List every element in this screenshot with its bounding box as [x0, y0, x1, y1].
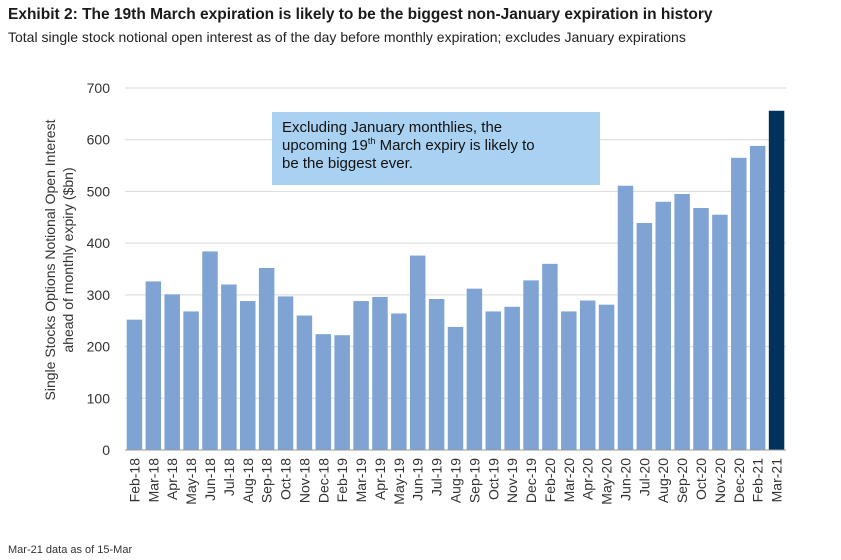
- bar-may-18: [183, 311, 199, 450]
- bar-apr-20: [579, 300, 596, 450]
- x-tick-label: Jul-18: [221, 458, 237, 496]
- bar-feb-18: [126, 319, 143, 450]
- x-tick-label: Sep-20: [674, 458, 690, 503]
- x-tick-label: Nov-19: [504, 458, 520, 503]
- bar-sep-18: [258, 267, 275, 450]
- x-tick-label: Mar-18: [145, 458, 161, 503]
- x-tick-label: Nov-20: [712, 458, 728, 503]
- bar-nov-20: [712, 214, 728, 450]
- y-tick-label: 500: [87, 183, 111, 199]
- bar-apr-19: [372, 296, 388, 450]
- x-tick-label: Oct-20: [693, 458, 709, 500]
- annotation-line-2: upcoming 19th March expiry is likely to: [282, 137, 590, 155]
- x-tick-label: Aug-18: [240, 458, 256, 503]
- bar-jun-18: [202, 251, 218, 450]
- x-tick-label: Oct-19: [485, 458, 501, 500]
- y-axis-label-line1: Single Stocks Options Notional Open Inte…: [42, 119, 58, 400]
- x-tick-label: Feb-19: [334, 458, 350, 503]
- annotation-superscript: th: [367, 136, 376, 146]
- x-tick-label: Apr-20: [580, 458, 596, 500]
- bar-apr-18: [164, 294, 180, 450]
- bar-nov-18: [296, 315, 313, 450]
- y-tick-label: 100: [87, 390, 111, 406]
- annotation-line-1: Excluding January monthlies, the: [282, 119, 503, 136]
- x-tick-label: Jun-19: [410, 458, 426, 501]
- bar-aug-20: [655, 201, 671, 450]
- x-tick-label: Jun-18: [202, 458, 218, 501]
- bar-may-19: [391, 313, 407, 450]
- bar-jun-20: [617, 185, 634, 451]
- x-tick-label: May-18: [183, 458, 199, 505]
- bar-jul-19: [428, 298, 445, 450]
- bar-feb-20: [542, 263, 558, 450]
- x-tick-label: Oct-18: [278, 458, 294, 500]
- bar-mar-21: [768, 110, 785, 451]
- y-tick-label: 0: [102, 442, 110, 458]
- y-tick-label: 200: [87, 339, 111, 355]
- y-tick-label: 600: [87, 132, 111, 148]
- bar-aug-18: [240, 301, 256, 450]
- y-tick-label: 300: [87, 287, 111, 303]
- bar-oct-18: [277, 296, 294, 450]
- x-tick-label: Sep-18: [259, 458, 275, 503]
- chart-title: Exhibit 2: The 19th March expiration is …: [8, 6, 713, 23]
- bar-mar-20: [561, 311, 577, 450]
- bar-oct-20: [693, 207, 709, 450]
- bar-jun-19: [409, 255, 426, 450]
- annotation-line-3: be the biggest ever.: [282, 155, 413, 172]
- bars: [126, 110, 785, 451]
- bar-jul-18: [221, 284, 237, 450]
- x-tick-label: Apr-18: [164, 458, 180, 500]
- bar-oct-19: [485, 311, 502, 450]
- x-tick-label: May-20: [599, 458, 615, 505]
- annotation-line-2-pre: upcoming 19: [282, 137, 368, 154]
- bar-mar-18: [145, 281, 162, 450]
- x-tick-label: Dec-20: [731, 458, 747, 503]
- x-tick-label: Sep-19: [466, 458, 482, 503]
- y-axis-ticks: 0 100 200 300 400 500 600 700: [87, 80, 111, 458]
- x-tick-label: Apr-19: [372, 458, 388, 500]
- y-tick-label: 700: [87, 80, 111, 96]
- x-axis-ticks: Feb-18 Mar-18 Apr-18 May-18 Jun-18 Jul-18 Aug-…: [126, 458, 784, 505]
- y-tick-label: 400: [87, 235, 111, 251]
- x-tick-label: Jul-19: [429, 458, 445, 496]
- chart-subtitle: Total single stock notional open interes…: [8, 29, 686, 45]
- x-tick-label: Jul-20: [636, 458, 652, 496]
- bar-jul-20: [636, 222, 653, 450]
- bar-feb-19: [334, 335, 350, 450]
- bar-dec-18: [315, 334, 332, 450]
- x-tick-label: Dec-18: [315, 458, 331, 503]
- x-tick-label: Mar-19: [353, 458, 369, 503]
- bar-may-20: [598, 304, 615, 450]
- x-tick-label: Feb-18: [126, 458, 142, 503]
- x-tick-label: Mar-21: [769, 458, 785, 503]
- bar-mar-19: [353, 301, 369, 450]
- bar-feb-21: [749, 145, 766, 451]
- y-axis-label-line2: ahead of monthly expiry ($bn): [60, 167, 76, 352]
- x-tick-label: Dec-19: [523, 458, 539, 503]
- annotation-box: Excluding January monthlies, the upcomin…: [272, 112, 600, 185]
- footnote: Mar-21 data as of 15-Mar: [8, 544, 133, 556]
- bar-sep-20: [674, 194, 690, 450]
- x-tick-label: Aug-19: [448, 458, 464, 503]
- x-tick-label: May-19: [391, 458, 407, 505]
- bar-aug-19: [447, 326, 464, 450]
- annotation-line-2-post: March expiry is likely to: [375, 137, 535, 154]
- x-tick-label: Feb-20: [542, 458, 558, 503]
- x-tick-label: Feb-21: [750, 458, 766, 503]
- bar-sep-19: [466, 288, 483, 450]
- bar-dec-19: [523, 280, 539, 450]
- x-tick-label: Aug-20: [655, 458, 671, 503]
- bar-nov-19: [504, 306, 520, 450]
- x-tick-label: Mar-20: [561, 458, 577, 503]
- x-tick-label: Jun-20: [617, 458, 633, 501]
- bar-dec-20: [731, 157, 747, 451]
- x-tick-label: Nov-18: [296, 458, 312, 503]
